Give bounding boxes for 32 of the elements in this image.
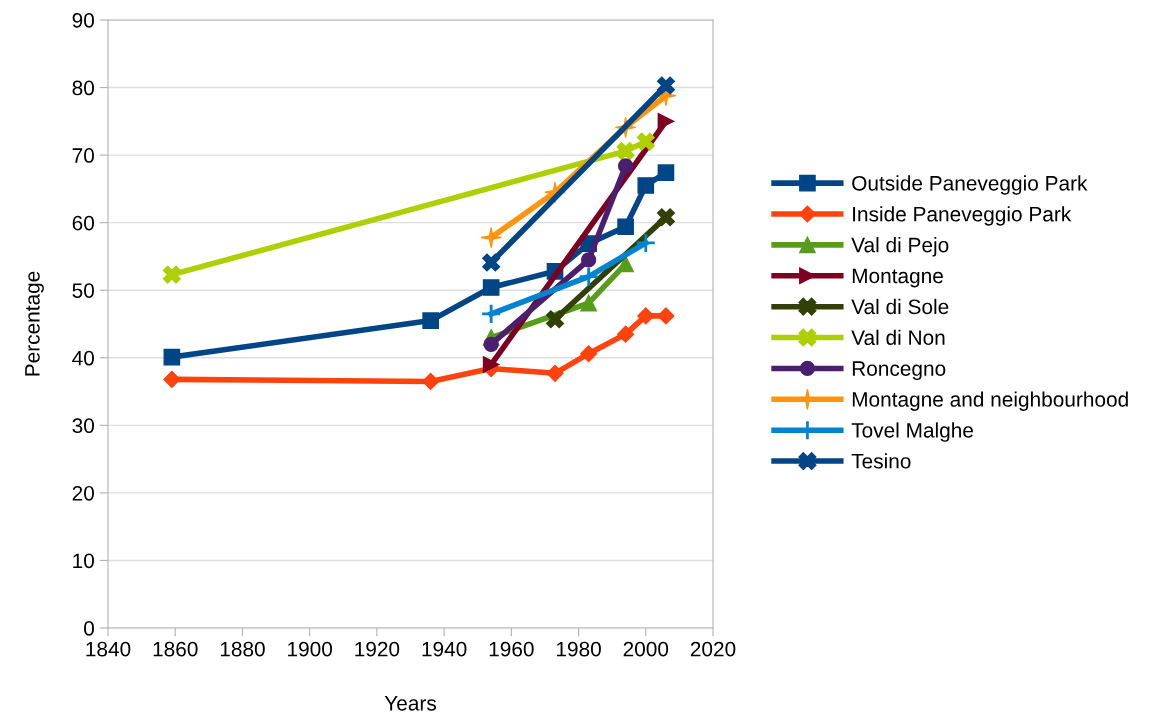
x-axis-title: Years	[384, 696, 437, 711]
y-tick-label: 80	[72, 80, 94, 96]
legend-label: Val di Non	[851, 329, 945, 346]
y-tick-label: 40	[72, 350, 94, 366]
y-tick-label: 0	[84, 621, 94, 636]
legend-label: Tesino	[851, 453, 911, 469]
x-tick-label: 1980	[556, 641, 601, 657]
x-tick-label: 2000	[623, 641, 669, 657]
y-tick-label: 70	[72, 148, 94, 163]
x-tick-label: 1900	[288, 641, 333, 657]
legend-label: Val di Pejo	[851, 237, 949, 257]
x-tick-label: 1840	[86, 641, 131, 657]
legend-label: Montagne	[852, 268, 943, 288]
x-tick-label: 1960	[489, 641, 534, 657]
y-tick-label: 20	[72, 485, 94, 501]
legend-label: Inside Paneveggio Park	[853, 206, 1072, 226]
x-tick-label: 1860	[153, 641, 198, 657]
legend-label: Val di Sole	[851, 298, 949, 315]
y-axis-title: Percentage	[25, 271, 44, 376]
legend-label: Roncegno	[852, 361, 946, 381]
legend-label: Montagne and neighbourhood	[852, 391, 1128, 411]
x-tick-label: 1920	[355, 641, 400, 657]
y-tick-label: 50	[72, 283, 94, 298]
x-tick-label: 1940	[422, 641, 467, 657]
x-tick-label: 1880	[220, 641, 265, 657]
y-tick-label: 60	[72, 215, 94, 231]
legend-label: Outside Paneveggio Park	[852, 175, 1088, 195]
y-tick-label: 10	[73, 553, 94, 569]
y-tick-label: 30	[72, 418, 94, 434]
x-tick-label: 2020	[690, 641, 736, 657]
y-tick-label: 90	[72, 13, 94, 28]
legend-label: Tovel Malghe	[851, 422, 973, 442]
